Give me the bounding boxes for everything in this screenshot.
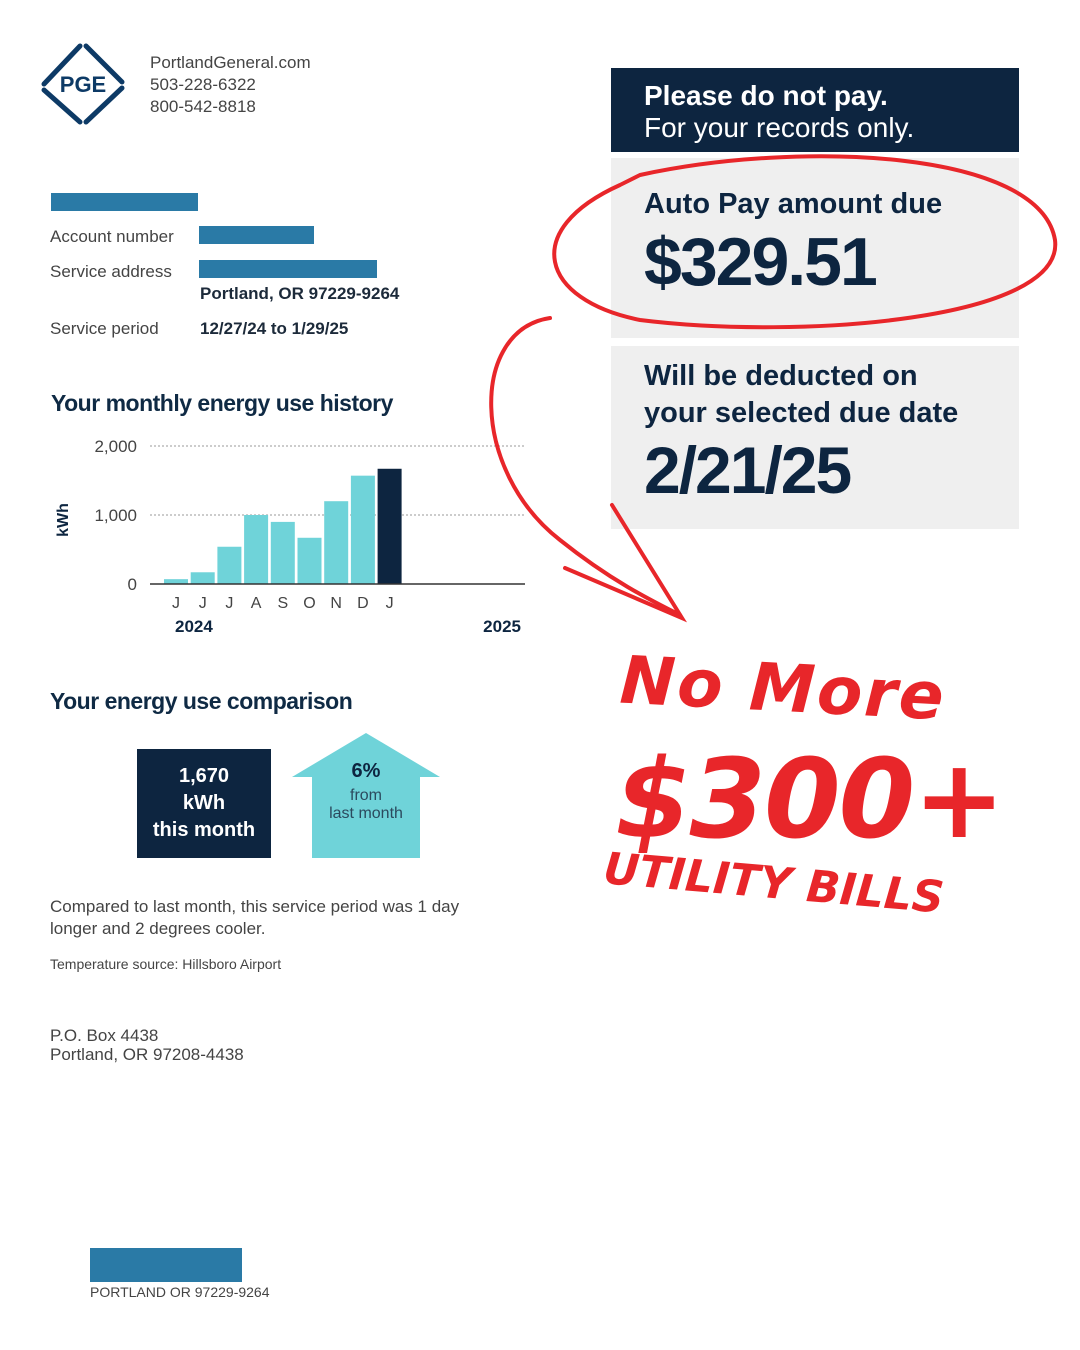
y-tick-label: 1,000 (94, 506, 137, 525)
overlay-line-1: No More (618, 641, 948, 736)
usage-box: 1,670 kWh this month (137, 749, 271, 858)
x-tick-label: J (199, 595, 207, 612)
change-ref: last month (329, 805, 403, 822)
temperature-source: Temperature source: Hillsboro Airport (50, 956, 282, 972)
contact-info: PortlandGeneral.com 503-228-6322 800-542… (150, 52, 311, 118)
bar (377, 468, 402, 584)
bar (164, 579, 188, 584)
usage-unit: kWh (182, 792, 226, 814)
x-tick-label: S (277, 595, 288, 612)
mailing-address: P.O. Box 4438 Portland, OR 97208-4438 (50, 1026, 244, 1064)
footer-city: PORTLAND OR 97229-9264 (90, 1284, 270, 1300)
overlay-line-2: $300+ (615, 735, 1005, 863)
x-tick-label: J (386, 595, 394, 612)
year-label: 2024 (175, 617, 213, 636)
service-period: 12/27/24 to 1/29/25 (200, 319, 349, 338)
change-from: from (350, 787, 382, 804)
y-axis-label: kWh (55, 503, 72, 537)
increase-arrow-icon (292, 733, 440, 858)
phone-1: 503-228-6322 (150, 75, 256, 94)
autopay-amount: $329.51 (644, 224, 878, 300)
bar (270, 521, 295, 584)
autopay-label: Auto Pay amount due (644, 188, 943, 220)
y-tick-label: 0 (128, 575, 137, 594)
x-tick-label: N (330, 595, 342, 612)
bar (324, 501, 349, 584)
x-tick-label: J (172, 595, 180, 612)
x-tick-label: A (251, 595, 262, 612)
redacted-recipient (90, 1248, 242, 1282)
service-address-label: Service address (50, 262, 172, 281)
deduction-line-1: Will be deducted on (644, 360, 918, 392)
bar (244, 515, 269, 584)
deduction-date: 2/21/25 (644, 433, 852, 507)
pge-logo: PGE (41, 43, 125, 125)
usage-value: 1,670 (178, 765, 230, 787)
service-period-label: Service period (50, 319, 159, 338)
usage-period: this month (152, 819, 256, 841)
change-box: 6% from last month (312, 760, 420, 823)
redacted-name (51, 193, 198, 211)
mailing-line-2: Portland, OR 97208-4438 (50, 1045, 244, 1064)
notice-line-2: For your records only. (644, 112, 915, 143)
website-link[interactable]: PortlandGeneral.com (150, 53, 311, 72)
redacted-account-number (199, 226, 314, 244)
bar (350, 475, 375, 584)
bar (217, 546, 242, 584)
change-pct: 6% (351, 760, 381, 782)
comparison-note: Compared to last month, this service per… (50, 897, 460, 938)
mailing-line-1: P.O. Box 4438 (50, 1026, 159, 1045)
comparison-title: Your energy use comparison (50, 688, 353, 714)
y-tick-label: 2,000 (94, 437, 137, 456)
x-tick-label: O (303, 595, 315, 612)
account-number-label: Account number (50, 227, 174, 246)
service-address-city: Portland, OR 97229-9264 (200, 284, 400, 303)
do-not-pay-banner: Please do not pay. For your records only… (611, 68, 1019, 152)
redacted-street (199, 260, 377, 278)
deduction-box: Will be deducted on your selected due da… (611, 346, 1019, 529)
svg-text:PGE: PGE (60, 72, 106, 97)
x-tick-label: J (225, 595, 233, 612)
notice-line-1: Please do not pay. (644, 80, 888, 111)
bar (190, 572, 215, 584)
x-tick-label: D (357, 595, 369, 612)
year-label: 2025 (483, 617, 521, 636)
phone-2: 800-542-8818 (150, 97, 256, 116)
autopay-box: Auto Pay amount due $329.51 (611, 158, 1019, 338)
bar (297, 537, 322, 584)
history-title: Your monthly energy use history (51, 390, 393, 416)
deduction-line-2: your selected due date (644, 397, 959, 429)
